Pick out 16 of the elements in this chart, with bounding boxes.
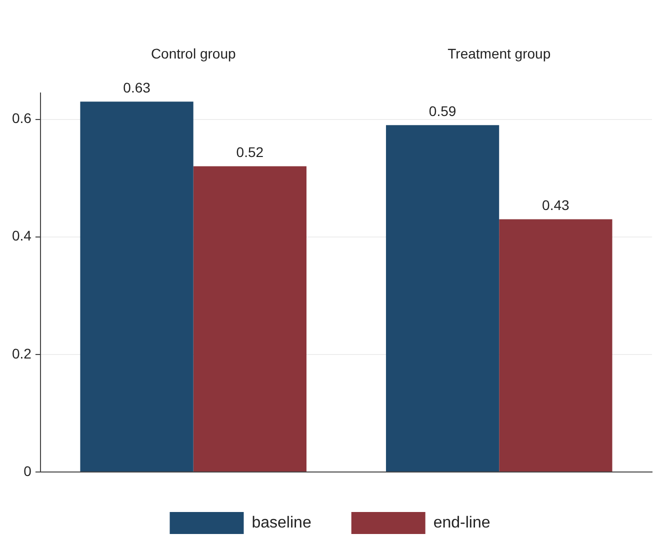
bar bbox=[80, 102, 194, 472]
data-label: 0.63 bbox=[123, 79, 151, 96]
bar bbox=[193, 166, 306, 472]
bar bbox=[499, 219, 612, 472]
y-tick-label: 0 bbox=[24, 462, 32, 479]
y-tick-label: 0.4 bbox=[12, 228, 32, 244]
y-tick-label: 0.6 bbox=[12, 110, 32, 126]
legend-label: baseline bbox=[252, 514, 312, 532]
x-tick-label: Treatment group bbox=[448, 45, 551, 62]
data-label: 0.52 bbox=[236, 144, 264, 160]
data-label: 0.43 bbox=[542, 197, 570, 214]
y-tick-label: 0.2 bbox=[12, 345, 32, 362]
x-tick-label: Control group bbox=[150, 45, 236, 62]
legend-label: end-line bbox=[433, 514, 490, 532]
bar bbox=[386, 125, 500, 472]
data-label: 0.59 bbox=[428, 102, 456, 119]
